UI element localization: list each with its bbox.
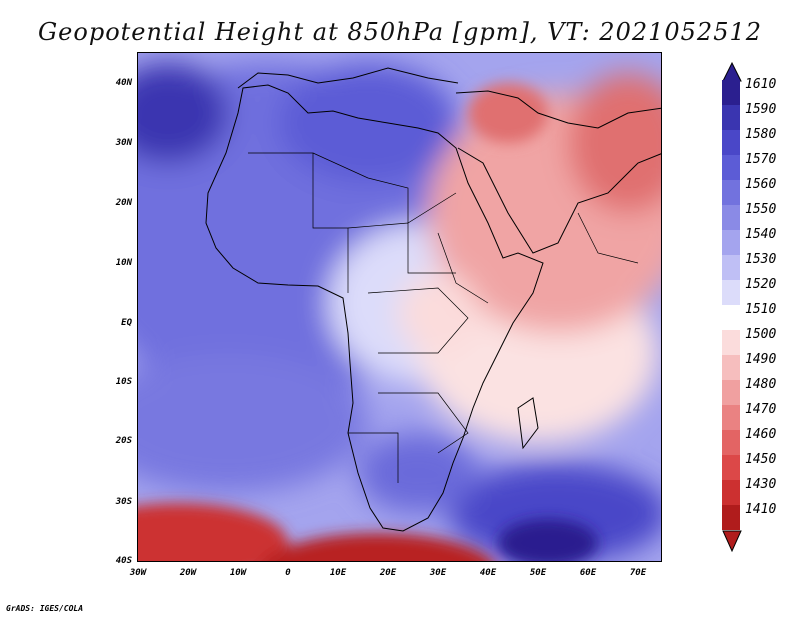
colorbar-segment: [722, 105, 740, 130]
colorbar-label: 1540: [745, 227, 777, 242]
colorbar-label: 1570: [745, 152, 777, 167]
colorbar-label: 1410: [745, 502, 777, 517]
colorbar-segment: [722, 280, 740, 305]
lon-label-40e: 40E: [479, 568, 497, 578]
colorbar-label: 1430: [745, 477, 777, 492]
geopotential-field: [138, 53, 661, 561]
lon-label-20e: 20E: [379, 568, 397, 578]
colorbar-label: 1510: [745, 302, 777, 317]
colorbar-segment: [722, 180, 740, 205]
colorbar-label: 1550: [745, 202, 777, 217]
colorbar-segment: [722, 230, 740, 255]
colorbar-segment: [722, 130, 740, 155]
lon-label-50e: 50E: [529, 568, 547, 578]
colorbar-top-arrow: [722, 62, 742, 82]
colorbar-label: 1560: [745, 177, 777, 192]
colorbar-label: 1520: [745, 277, 777, 292]
lon-label-10w: 10W: [229, 568, 247, 578]
lon-label-0: 0: [285, 568, 291, 578]
colorbar-label: 1490: [745, 352, 777, 367]
lon-label-10e: 10E: [329, 568, 347, 578]
lon-label-20w: 20W: [179, 568, 197, 578]
country-borders: [248, 152, 639, 483]
colorbar-segment: [722, 405, 740, 430]
colorbar-label: 1580: [745, 127, 777, 142]
lon-label-70e: 70E: [629, 568, 647, 578]
colorbar-segment: [722, 480, 740, 505]
colorbar-label: 1480: [745, 377, 777, 392]
lat-label-eq: EQ: [121, 318, 132, 328]
colorbar-segment: [722, 355, 740, 380]
colorbar-segment: [722, 455, 740, 480]
lon-label-30w: 30W: [129, 568, 147, 578]
coastlines: [205, 67, 661, 532]
colorbar-segment: [722, 380, 740, 405]
colorbar-segment: [722, 505, 740, 530]
lat-label-10s: 10S: [115, 377, 132, 387]
colorbar-bottom-arrow: [722, 530, 742, 552]
grads-credit: GrADS: IGES/COLA: [6, 604, 84, 613]
lat-label-40n: 40N: [115, 78, 132, 88]
colorbar-label: 1470: [745, 402, 777, 417]
colorbar-segment: [722, 205, 740, 230]
colorbar-segment: [722, 305, 740, 330]
lat-label-20s: 20S: [115, 436, 132, 446]
lon-label-30e: 30E: [429, 568, 447, 578]
map-title: Geopotential Height at 850hPa [gpm], VT:…: [38, 18, 762, 46]
lat-label-20n: 20N: [115, 198, 132, 208]
colorbar-segment: [722, 330, 740, 355]
colorbar-label: 1460: [745, 427, 777, 442]
colorbar-label: 1530: [745, 252, 777, 267]
colorbar-label: 1610: [745, 77, 777, 92]
lon-label-60e: 60E: [579, 568, 597, 578]
colorbar-label: 1450: [745, 452, 777, 467]
map-plot-area: [137, 52, 662, 562]
colorbar-label: 1500: [745, 327, 777, 342]
lat-label-30s: 30S: [115, 497, 132, 507]
colorbar-segment: [722, 80, 740, 105]
lat-label-40s: 40S: [115, 556, 132, 566]
colorbar-label: 1590: [745, 102, 777, 117]
colorbar-segment: [722, 430, 740, 455]
colorbar-segment: [722, 255, 740, 280]
colorbar-segments: [722, 80, 740, 530]
lat-label-30n: 30N: [115, 138, 132, 148]
lat-label-10n: 10N: [115, 258, 132, 268]
colorbar-segment: [722, 155, 740, 180]
